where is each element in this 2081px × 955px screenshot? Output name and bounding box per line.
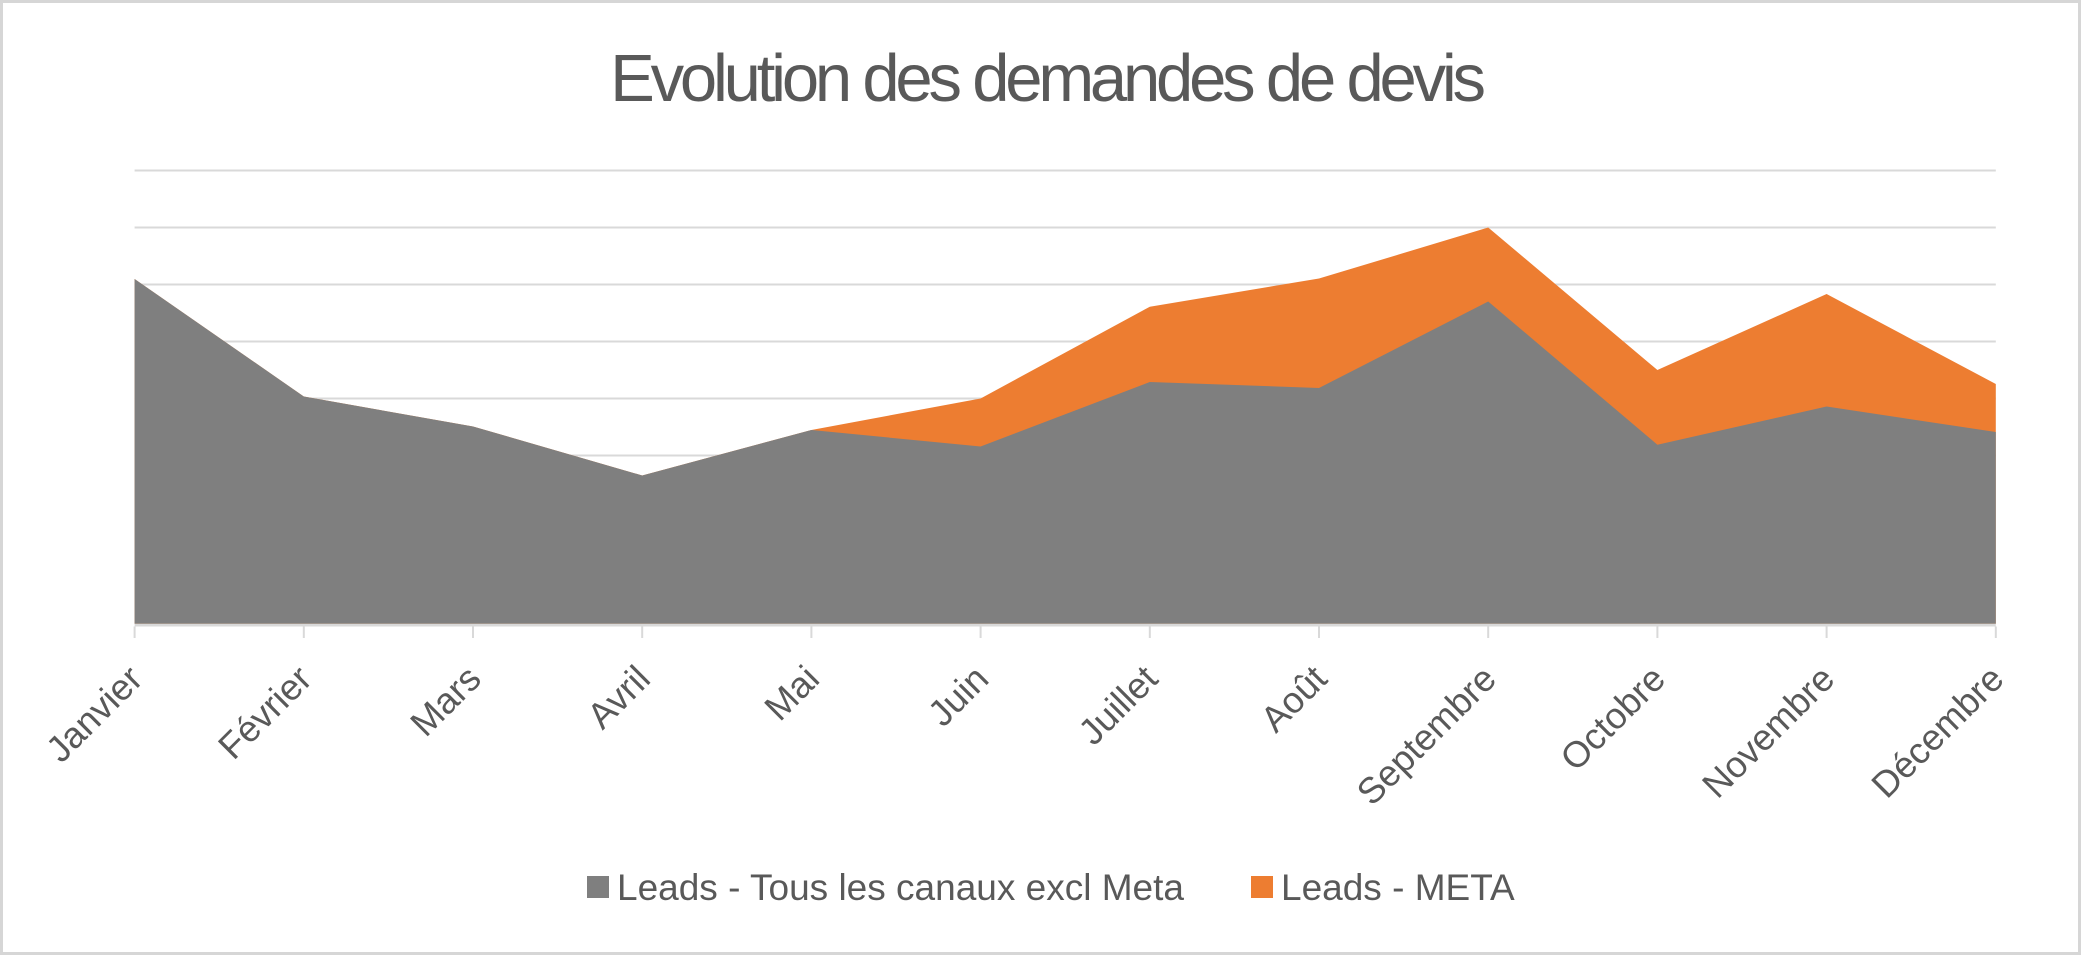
- svg-text:Leads - Tous les canaux excl M: Leads - Tous les canaux excl Meta: [617, 867, 1184, 908]
- svg-text:Leads - META: Leads - META: [1281, 867, 1515, 908]
- svg-text:Evolution des demandes de devi: Evolution des demandes de devis: [610, 41, 1484, 116]
